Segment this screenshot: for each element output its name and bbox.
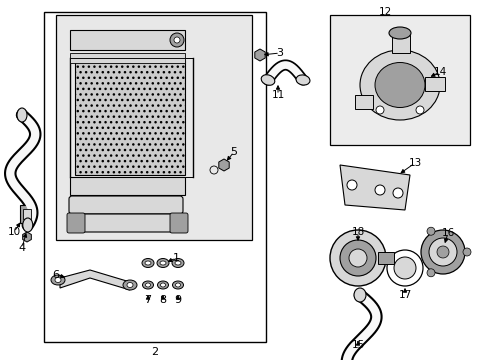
Ellipse shape — [388, 27, 410, 39]
Circle shape — [174, 37, 180, 43]
Polygon shape — [60, 270, 130, 290]
Text: 4: 4 — [19, 243, 25, 253]
Ellipse shape — [145, 283, 150, 287]
Text: 12: 12 — [378, 7, 391, 17]
Bar — [377, 252, 393, 264]
Text: 8: 8 — [159, 295, 166, 305]
Circle shape — [428, 238, 456, 266]
Text: 15: 15 — [351, 340, 364, 350]
Ellipse shape — [142, 281, 153, 289]
Circle shape — [415, 106, 423, 114]
FancyBboxPatch shape — [69, 214, 183, 232]
Circle shape — [420, 230, 464, 274]
Circle shape — [375, 106, 383, 114]
Text: 18: 18 — [351, 227, 364, 237]
Circle shape — [348, 249, 366, 267]
Circle shape — [346, 180, 356, 190]
Ellipse shape — [295, 75, 309, 85]
Bar — [424, 77, 444, 91]
Circle shape — [392, 188, 402, 198]
Text: 11: 11 — [271, 90, 284, 100]
Text: 3: 3 — [276, 48, 283, 58]
Bar — [391, 35, 409, 53]
Polygon shape — [339, 165, 409, 210]
Ellipse shape — [157, 258, 169, 267]
FancyBboxPatch shape — [67, 213, 85, 233]
Ellipse shape — [160, 261, 165, 265]
Ellipse shape — [51, 275, 65, 285]
Ellipse shape — [175, 283, 180, 287]
Circle shape — [462, 248, 470, 256]
Ellipse shape — [23, 218, 33, 232]
Ellipse shape — [175, 261, 181, 265]
Text: 9: 9 — [174, 295, 181, 305]
Bar — [70, 58, 184, 63]
Bar — [23, 209, 31, 219]
Ellipse shape — [123, 280, 137, 290]
Text: 2: 2 — [151, 347, 158, 357]
Ellipse shape — [172, 281, 183, 289]
Ellipse shape — [172, 258, 183, 267]
Circle shape — [170, 33, 183, 47]
Ellipse shape — [157, 281, 168, 289]
Bar — [44, 12, 265, 342]
Text: 14: 14 — [432, 67, 446, 77]
Ellipse shape — [359, 50, 439, 120]
Bar — [70, 53, 184, 58]
Text: 7: 7 — [144, 295, 151, 305]
Text: 16: 16 — [441, 228, 454, 238]
Ellipse shape — [145, 261, 151, 265]
Text: 5: 5 — [230, 147, 237, 157]
Bar — [56, 15, 251, 240]
Ellipse shape — [261, 75, 274, 85]
Ellipse shape — [17, 108, 27, 122]
Circle shape — [426, 269, 434, 277]
Ellipse shape — [374, 63, 424, 108]
Ellipse shape — [127, 283, 133, 288]
Bar — [20, 205, 34, 223]
FancyBboxPatch shape — [170, 213, 187, 233]
Ellipse shape — [160, 283, 165, 287]
Bar — [70, 30, 184, 50]
Text: 17: 17 — [398, 290, 411, 300]
Circle shape — [374, 185, 384, 195]
Circle shape — [339, 240, 375, 276]
Ellipse shape — [142, 258, 154, 267]
Text: 13: 13 — [407, 158, 421, 168]
Bar — [70, 177, 184, 195]
Ellipse shape — [353, 288, 365, 302]
Text: 6: 6 — [52, 270, 60, 280]
Bar — [354, 95, 372, 109]
Circle shape — [436, 246, 448, 258]
Circle shape — [329, 230, 385, 286]
Text: 10: 10 — [7, 227, 20, 237]
Text: 1: 1 — [172, 253, 179, 263]
Circle shape — [393, 257, 415, 279]
Bar — [329, 15, 469, 145]
Ellipse shape — [55, 278, 61, 283]
Circle shape — [426, 227, 434, 235]
Bar — [75, 60, 184, 175]
FancyBboxPatch shape — [69, 196, 183, 214]
